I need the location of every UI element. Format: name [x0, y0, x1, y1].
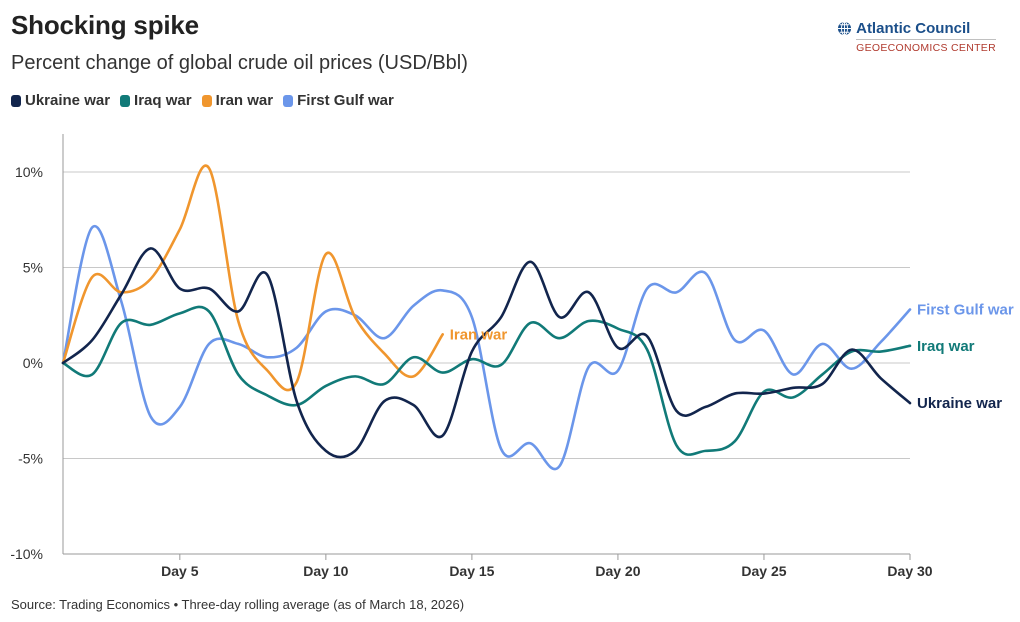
legend-swatch-ukraine: [11, 94, 21, 107]
series-end-label-first-gulf-war: First Gulf war: [917, 302, 1014, 319]
x-tick-label: Day 15: [449, 563, 494, 579]
x-tick-label: Day 10: [303, 563, 348, 579]
legend-swatch-iraq: [120, 94, 131, 107]
x-tick-label: Day 5: [161, 563, 199, 579]
legend-item-iraq: Iraq war: [120, 92, 192, 109]
series-end-label-iran-war: Iran war: [450, 326, 508, 343]
x-tick-label: Day 20: [595, 563, 640, 579]
legend-item-ukraine: Ukraine war: [11, 92, 110, 109]
globe-icon: [838, 21, 852, 36]
y-tick-label: 10%: [15, 164, 43, 180]
legend-swatch-iran: [201, 94, 212, 107]
brand-name: Atlantic Council: [856, 20, 971, 37]
legend-swatch-gulf: [283, 94, 294, 107]
chart-title: Shocking spike: [11, 10, 199, 40]
legend-item-gulf: First Gulf war: [283, 92, 394, 109]
y-tick-label: 5%: [23, 260, 43, 276]
brand-logo[interactable]: Atlantic Council GEOECONOMICS CENTER: [837, 20, 996, 54]
series-line-ukraine-war: [61, 247, 912, 459]
x-tick-label: Day 25: [741, 563, 786, 579]
legend-label-iran: Iran war: [215, 92, 274, 109]
series-line-iraq-war: [61, 305, 912, 456]
y-tick-label: 0%: [23, 355, 43, 371]
series-end-label-ukraine-war: Ukraine war: [917, 395, 1002, 412]
legend-label-gulf: First Gulf war: [297, 92, 394, 109]
legend-label-ukraine: Ukraine war: [25, 92, 111, 109]
series-end-label-iraq-war: Iraq war: [917, 338, 975, 355]
y-tick-label: -5%: [18, 451, 43, 467]
chart-subtitle: Percent change of global crude oil price…: [11, 52, 468, 74]
y-tick-label: -10%: [10, 546, 43, 562]
series-line-iran-war: [61, 164, 444, 392]
series-line-first-gulf-war: [61, 224, 912, 471]
source-note: Source: Trading Economics • Three-day ro…: [11, 597, 465, 612]
legend-label-iraq: Iraq war: [134, 92, 192, 109]
brand-subtitle: GEOECONOMICS CENTER: [856, 39, 996, 54]
x-tick-label: Day 30: [887, 563, 932, 579]
legend-item-iran: Iran war: [201, 92, 274, 109]
legend: Ukraine war Iraq war Iran war First Gulf…: [11, 92, 394, 109]
